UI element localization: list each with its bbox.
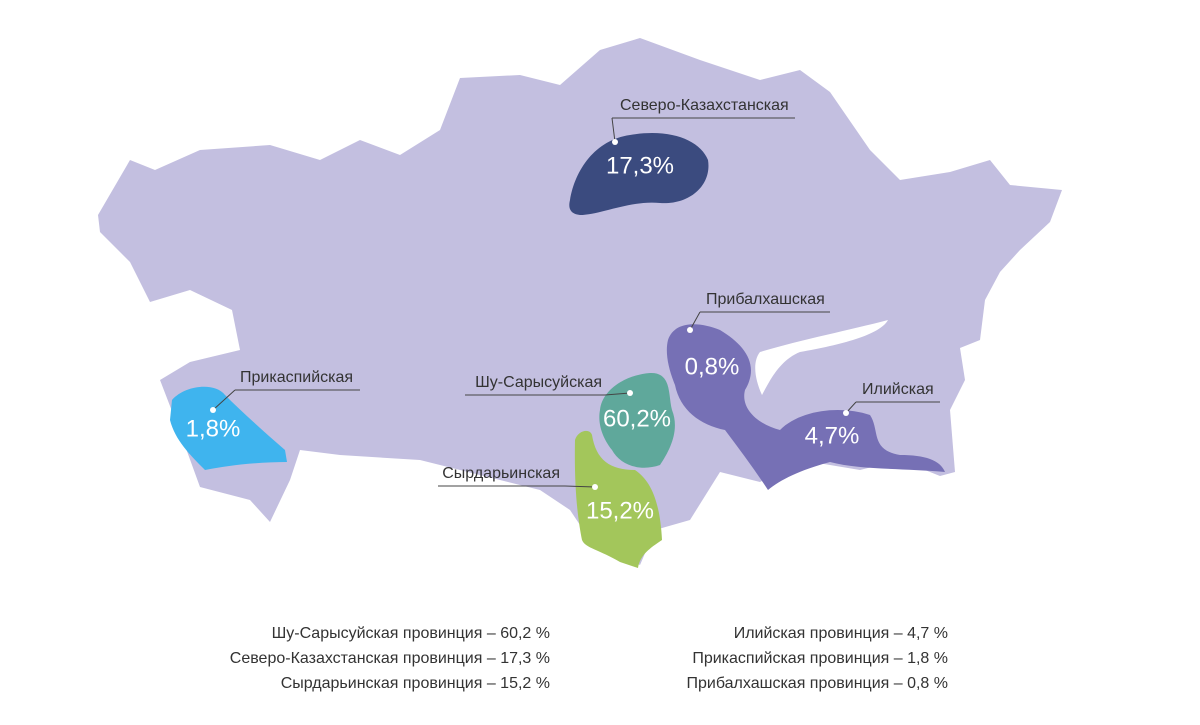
region-percent: 1,8% [186, 415, 241, 442]
region-percent: 0,8% [685, 353, 740, 380]
region-labels: Северо-Казахстанская 17,3% Прибалхашская 0,… [186, 97, 940, 524]
legend-item: Илийская провинция – 4,7 % [734, 625, 948, 642]
leader-dot [210, 407, 216, 413]
region-name: Прибалхашская [706, 291, 825, 308]
leader-dot [843, 410, 849, 416]
legend-item: Сырдарьинская провинция – 15,2 % [281, 675, 550, 692]
legend-item: Шу-Сарысуйская провинция – 60,2 % [272, 625, 550, 642]
leader-dot [627, 390, 633, 396]
region-north [569, 132, 709, 215]
region-balkhash [666, 324, 945, 490]
leader-line [212, 389, 236, 411]
leader-dot [612, 139, 618, 145]
legend-item: Северо-Казахстанская провинция – 17,3 % [230, 650, 550, 667]
region-name: Шу-Сарысуйская [475, 374, 602, 391]
legend-item: Прикаспийская провинция – 1,8 % [692, 650, 948, 667]
leader-line [564, 485, 596, 488]
region-name: Северо-Казахстанская [620, 97, 789, 114]
region-caspian [170, 386, 287, 470]
leader-line [689, 311, 701, 331]
lake-balkhash [755, 320, 888, 395]
region-percent: 17,3% [606, 152, 674, 179]
leader-line [611, 117, 616, 143]
leader-dot [687, 327, 693, 333]
region-shu-sarysu [599, 372, 675, 468]
legend: Шу-Сарысуйская провинция – 60,2 % Северо-… [230, 625, 948, 692]
leader-line [604, 392, 631, 396]
leader-dot [592, 484, 598, 490]
region-name: Сырдарьинская [442, 465, 560, 482]
legend-item: Прибалхашская провинция – 0,8 % [687, 675, 948, 692]
region-percent: 60,2% [603, 405, 671, 432]
region-syrdarya [574, 430, 662, 568]
region-name: Илийская [862, 381, 934, 398]
region-percent: 4,7% [805, 422, 860, 449]
region-percent: 15,2% [586, 497, 654, 524]
region-name: Прикаспийская [240, 369, 353, 386]
